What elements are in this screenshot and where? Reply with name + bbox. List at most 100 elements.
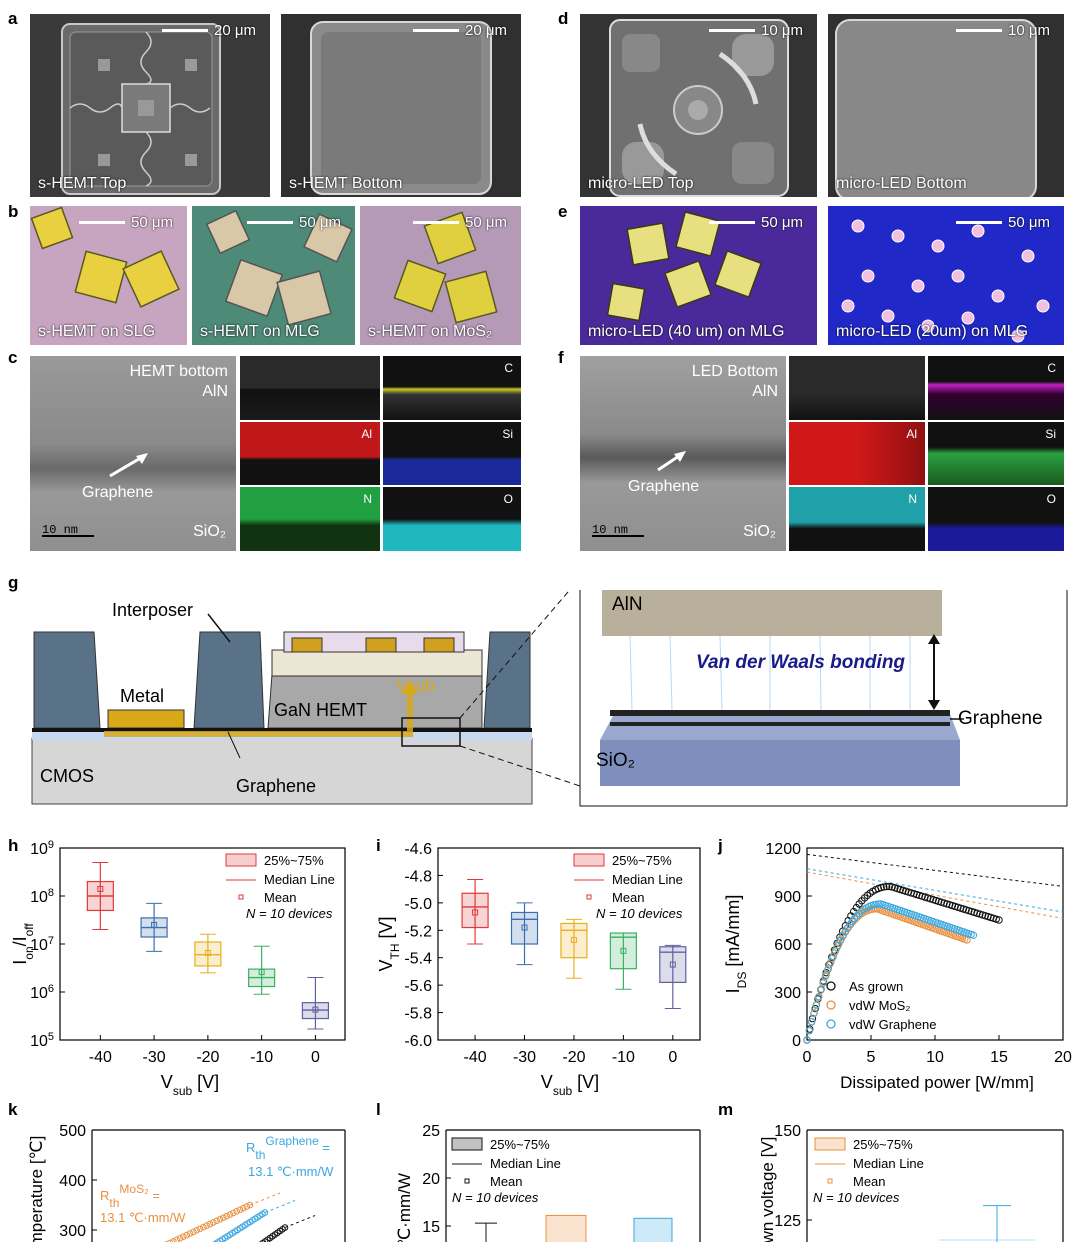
- y-tick-label: -5.4: [404, 951, 432, 968]
- eds-map-c: C: [383, 356, 521, 420]
- legend-label: As grown: [849, 979, 903, 994]
- y-tick-label: -4.6: [404, 841, 432, 858]
- legend-n-label: N = 10 devices: [452, 1190, 539, 1205]
- data-point: [824, 964, 833, 973]
- legend-n-label: N = 10 devices: [596, 906, 683, 921]
- y-tick-label: 900: [774, 889, 801, 906]
- y-tick-label: -5.2: [404, 923, 432, 940]
- data-point: [885, 882, 893, 891]
- box-mean: [620, 947, 627, 954]
- data-point: [281, 1224, 289, 1231]
- data-point: [213, 1217, 220, 1225]
- data-point: [226, 1211, 234, 1218]
- caption-microled-40um: micro-LED (40 um) on MLG: [588, 323, 785, 340]
- panel-label-h: h: [8, 836, 19, 855]
- graphene-label-zoom: Graphene: [958, 708, 1043, 729]
- legend-median-label: Median Line: [490, 1156, 561, 1171]
- fit-line: [284, 1215, 316, 1228]
- data-point: [811, 1004, 819, 1013]
- legend-marker: [826, 981, 836, 991]
- panel-label-e: e: [558, 202, 568, 221]
- data-point: [180, 1233, 187, 1240]
- sem-microled-top: 10 μm micro-LED Top: [580, 14, 817, 197]
- caption-shemt-top: s-HEMT Top: [38, 175, 127, 192]
- y-tick-label: 0: [792, 1033, 801, 1050]
- optical-microled-20um: 50 μm micro-LED (20um) on MLG: [828, 206, 1064, 345]
- data-point: [240, 1204, 247, 1212]
- x-tick-label: -40: [464, 1049, 487, 1066]
- fit-line: [249, 1192, 281, 1206]
- x-tick-label: 20: [1054, 1049, 1072, 1066]
- x-axis-title: Dissipated power [W/mm]: [840, 1073, 1034, 1092]
- y-tick-label: -5.0: [404, 896, 432, 913]
- eds-map-o: O: [383, 487, 521, 551]
- plot-frame: [806, 847, 1064, 1041]
- box-mean: [669, 961, 676, 968]
- legend-n-label: N = 10 devices: [246, 906, 333, 921]
- data-point: [261, 1209, 269, 1216]
- tem-material: AlN: [752, 383, 778, 400]
- fit-line: [806, 868, 1064, 913]
- optical-shemt-mos2: 50 μm s-HEMT on MoS₂: [360, 206, 521, 345]
- aln-label: AlN: [612, 594, 643, 615]
- legend-iqr-label: 25%~75%: [264, 853, 324, 868]
- scale-bar: 10 μm: [709, 22, 803, 39]
- annotation-rth-graphene: RthGraphene =: [246, 1134, 330, 1162]
- scale-bar: 50 μm: [413, 214, 507, 231]
- y-tick-label: 15: [422, 1219, 440, 1236]
- data-point: [855, 909, 863, 918]
- legend-iqr-label: 25%~75%: [853, 1137, 913, 1152]
- data-point: [183, 1231, 190, 1239]
- eds-map-si-led: Si: [928, 422, 1064, 485]
- data-point: [995, 916, 1003, 924]
- legend-mean-label: Mean: [612, 890, 645, 905]
- vsub-label: Vsub: [396, 676, 435, 695]
- chart-h-on-off-ratio: 105 106 107 108 109 -40 -30 -20 -10 0 25%~75% Media…: [10, 839, 346, 1098]
- x-tick-label: -30: [143, 1049, 166, 1066]
- y-tick-label: 107: [30, 935, 54, 954]
- cmos-label: CMOS: [40, 766, 94, 786]
- panel-label-j: j: [718, 836, 723, 855]
- x-tick-label: -10: [612, 1049, 635, 1066]
- caption-shemt-bottom: s-HEMT Bottom: [289, 175, 403, 192]
- tem-hemt-bottom: HEMT bottom AlN Graphene SiO₂ 10 nm: [30, 356, 236, 551]
- eds-map-n-led: N: [789, 487, 925, 551]
- box-mean: [204, 949, 211, 956]
- data-point: [203, 1222, 210, 1229]
- x-tick-label: -40: [89, 1049, 112, 1066]
- box-mean: [570, 936, 577, 943]
- chart-j-ids-vs-power: 0 300 600 900 1200 0 5 10 15 20 As grown vdW MoS₂ vd…: [723, 841, 1072, 1092]
- x-tick-label: -10: [250, 1049, 273, 1066]
- x-tick-label: 10: [926, 1049, 944, 1066]
- legend-label: vdW Graphene: [849, 1017, 936, 1032]
- graphene-label: Graphene: [236, 776, 317, 796]
- box-mean: [258, 969, 265, 976]
- y-tick-label: 500: [59, 1123, 86, 1140]
- x-tick-label: 5: [867, 1049, 876, 1066]
- panel-label-g: g: [8, 573, 19, 592]
- legend-marker: [826, 1019, 836, 1029]
- x-tick-label: -20: [196, 1049, 219, 1066]
- legend-iqr-swatch: [573, 853, 605, 867]
- sem-microled-bottom: 10 μm micro-LED Bottom: [828, 14, 1064, 197]
- panel-label-k: k: [8, 1100, 18, 1119]
- graphene-label: Graphene: [628, 478, 700, 495]
- data-point: [880, 883, 888, 891]
- eds-map-al-led: Al: [789, 422, 925, 485]
- data-point: [836, 937, 844, 945]
- panel-label-b: b: [8, 202, 19, 221]
- microled-top-device-graphic: [609, 19, 789, 197]
- y-axis-title: Temperature [℃]: [27, 1136, 46, 1242]
- annotation-rth-mos2-value: 13.1 ℃·mm/W: [100, 1210, 186, 1225]
- data-point: [841, 928, 849, 936]
- chip-array-graphic: [30, 206, 180, 308]
- legend-mean-label: Mean: [264, 890, 297, 905]
- y-tick-label: 106: [30, 983, 54, 1002]
- y-axis-title: Ion/Ioff: [10, 923, 36, 965]
- y-tick-label: 25: [422, 1123, 440, 1140]
- data-point: [805, 1026, 814, 1035]
- data-point: [216, 1215, 224, 1223]
- shemt-top-device-graphic: [61, 23, 221, 195]
- y-axis-title: VTH [V]: [376, 916, 402, 971]
- data-point: [166, 1239, 174, 1242]
